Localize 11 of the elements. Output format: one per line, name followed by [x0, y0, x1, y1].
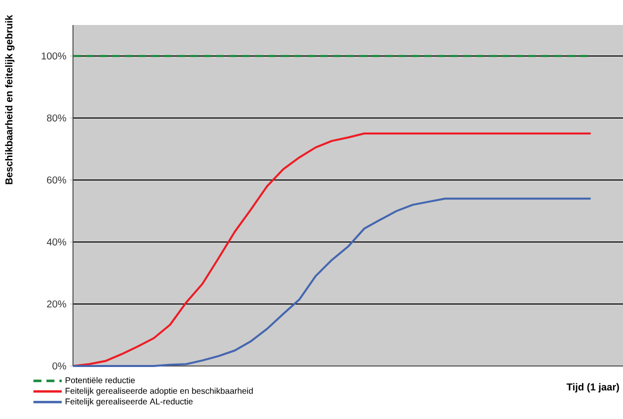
y-tick-label: 100%	[42, 52, 66, 60]
legend-label: Feitelijk gerealiseerde AL-reductie	[66, 398, 193, 406]
legend-label: Feitelijk gerealiseerde adoptie en beschikbaarheid	[66, 388, 253, 396]
legend-label: Potentiële reductie	[66, 377, 135, 384]
y-axis-title: Beschikbaarheid en feitelijk gebruik	[5, 14, 14, 184]
y-tick-label: 40%	[46, 238, 66, 246]
y-tick-label: 20%	[47, 300, 66, 308]
y-tick-label: 0%	[52, 362, 66, 370]
y-tick-label: 60%	[47, 176, 66, 184]
y-tick-label: 80%	[46, 114, 66, 122]
x-axis-title: Tijd (1 jaar)	[566, 383, 619, 392]
